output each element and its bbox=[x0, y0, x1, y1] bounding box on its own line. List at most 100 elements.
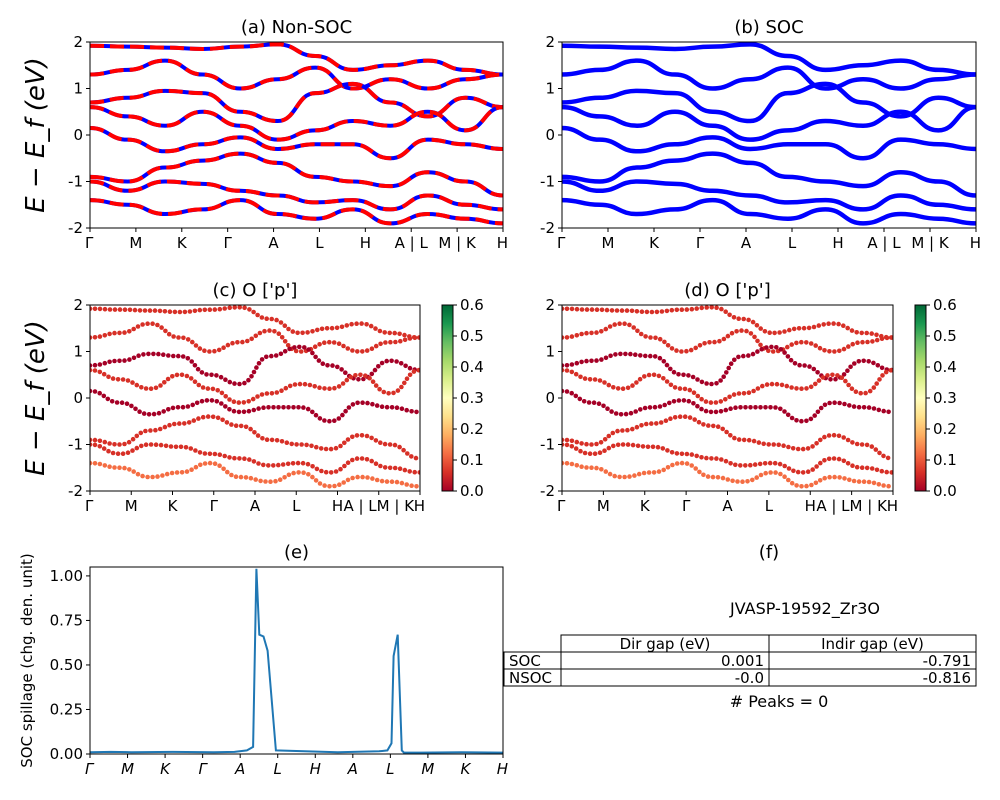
projection-point bbox=[789, 385, 794, 390]
projection-point bbox=[694, 306, 699, 311]
projection-point bbox=[723, 309, 728, 315]
projection-point bbox=[691, 401, 696, 406]
projection-point bbox=[229, 422, 234, 427]
projection-point bbox=[845, 368, 850, 374]
projection-point bbox=[589, 442, 594, 447]
projection-point bbox=[269, 391, 275, 396]
projection-point bbox=[227, 455, 232, 460]
projection-point bbox=[387, 330, 393, 336]
projection-point bbox=[618, 412, 624, 417]
projection-point bbox=[140, 473, 145, 479]
projection-point bbox=[132, 307, 138, 313]
projection-point bbox=[299, 442, 304, 447]
projection-point bbox=[130, 380, 135, 385]
projection-point bbox=[151, 351, 156, 357]
projection-point bbox=[370, 401, 375, 407]
projection-point bbox=[137, 308, 143, 313]
projection-point bbox=[137, 409, 142, 415]
colorbar-tick-label: 0.5 bbox=[933, 327, 957, 345]
projection-point bbox=[750, 477, 755, 483]
projection-point bbox=[654, 421, 659, 426]
projection-point bbox=[296, 405, 301, 410]
projection-point bbox=[744, 328, 749, 334]
projection-point bbox=[638, 407, 643, 412]
projection-point bbox=[746, 437, 752, 443]
projection-point bbox=[684, 461, 690, 466]
projection-point bbox=[417, 470, 420, 475]
projection-point bbox=[671, 369, 677, 375]
projection-point bbox=[134, 433, 140, 439]
projection-point bbox=[164, 471, 170, 477]
projection-point bbox=[90, 442, 93, 447]
projection-point bbox=[564, 389, 570, 394]
projection-point bbox=[232, 305, 237, 310]
projection-point bbox=[754, 475, 759, 480]
projection-point bbox=[350, 348, 355, 353]
projection-point bbox=[874, 467, 880, 473]
projection-point bbox=[738, 405, 743, 410]
projection-point bbox=[756, 440, 762, 445]
x-tick-label: M | K bbox=[911, 234, 950, 252]
y-tick-label: -1 bbox=[540, 173, 555, 191]
band-line-soc bbox=[562, 197, 976, 226]
projection-point bbox=[110, 450, 116, 456]
projection-point bbox=[587, 377, 593, 382]
projection-point bbox=[772, 330, 777, 336]
projection-point bbox=[249, 336, 254, 342]
projection-point bbox=[304, 442, 309, 448]
projection-point bbox=[635, 328, 640, 334]
projection-point bbox=[684, 451, 690, 457]
projection-point bbox=[828, 377, 833, 382]
panel-title: (a) Non-SOC bbox=[241, 17, 352, 38]
projection-point bbox=[736, 316, 741, 322]
x-tick-label: A bbox=[250, 497, 261, 515]
projection-point bbox=[871, 360, 876, 366]
projection-point bbox=[581, 399, 587, 404]
x-tick-label: A bbox=[722, 497, 733, 515]
x-tick-label: K bbox=[640, 497, 651, 515]
projection-point bbox=[162, 309, 168, 314]
projection-point bbox=[184, 373, 190, 379]
projection-point bbox=[246, 399, 251, 404]
projection-point bbox=[708, 400, 714, 405]
projection-point bbox=[156, 410, 162, 416]
projection-point bbox=[875, 363, 881, 368]
projection-point bbox=[302, 381, 308, 387]
projection-point bbox=[407, 365, 413, 371]
projection-point bbox=[157, 308, 163, 314]
projection-point bbox=[874, 381, 879, 386]
projection-point bbox=[283, 385, 289, 391]
projection-point bbox=[112, 307, 118, 312]
projection-point bbox=[748, 462, 753, 468]
projection-point bbox=[271, 405, 276, 410]
projection-point bbox=[343, 370, 348, 376]
projection-point bbox=[135, 324, 141, 329]
projection-point bbox=[354, 321, 359, 327]
projection-point bbox=[243, 475, 249, 480]
projection-point bbox=[693, 345, 698, 351]
projection-point bbox=[279, 439, 285, 444]
projection-point bbox=[106, 448, 111, 454]
projection-point bbox=[706, 423, 711, 428]
projection-point bbox=[842, 401, 847, 407]
projection-point bbox=[107, 331, 112, 337]
projection-point bbox=[727, 394, 732, 400]
projection-point bbox=[808, 416, 814, 422]
projection-point bbox=[826, 433, 832, 438]
projection-point bbox=[757, 461, 763, 467]
colorbar-tick-label: 0.0 bbox=[933, 482, 957, 500]
projection-point bbox=[300, 460, 306, 466]
projection-point bbox=[778, 471, 783, 477]
projection-point bbox=[812, 413, 817, 418]
projection-point bbox=[307, 382, 313, 388]
projection-point bbox=[587, 451, 593, 457]
x-tick-label: H bbox=[497, 234, 508, 252]
projection-point bbox=[661, 376, 666, 381]
projection-point bbox=[328, 446, 334, 452]
projection-point bbox=[869, 466, 875, 471]
projection-point bbox=[589, 330, 594, 336]
projection-point bbox=[266, 463, 271, 468]
projection-point bbox=[127, 357, 132, 362]
projection-point bbox=[394, 479, 400, 485]
projection-point bbox=[739, 328, 744, 333]
